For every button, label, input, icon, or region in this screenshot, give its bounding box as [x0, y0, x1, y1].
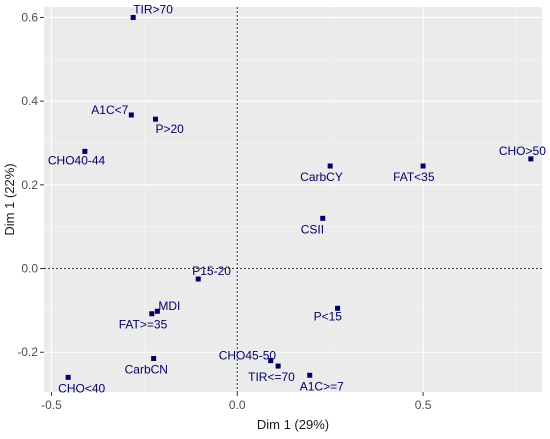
reference-lines [44, 7, 542, 392]
data-point-marker [65, 374, 71, 380]
data-point-label: CHO40-44 [48, 153, 106, 167]
y-tick-label: -0.2 [17, 345, 38, 359]
y-axis-ticks: -0.2 0.0 0.2 0.4 0.6 [17, 10, 44, 359]
x-tick-label: 0.5 [415, 398, 432, 412]
x-axis-title: Dim 1 (29%) [257, 417, 329, 432]
data-point-label: CSII [301, 222, 324, 236]
data-point-label: CHO<40 [58, 381, 105, 395]
data-point-marker [82, 148, 88, 154]
data-point-label: P<15 [314, 309, 343, 323]
data-point-marker [130, 14, 136, 20]
data-point-marker [149, 311, 155, 317]
data-point-label: CHO>50 [499, 144, 546, 158]
data-point-label: TIR<=70 [248, 370, 295, 384]
data-point-marker [128, 112, 134, 118]
data-point-marker [268, 358, 274, 364]
data-point-label: TIR>70 [133, 2, 173, 16]
y-tick-label: 0.0 [21, 262, 38, 276]
data-point-label: FAT>=35 [119, 318, 168, 332]
x-tick-label: -0.5 [41, 398, 62, 412]
data-point-marker [528, 156, 534, 162]
data-point-label: CarbCN [125, 363, 168, 377]
y-axis-title: Dim 1 (22%) [2, 163, 17, 235]
data-point-marker [195, 276, 201, 282]
data-point-marker [320, 215, 326, 221]
y-tick-label: 0.2 [21, 178, 38, 192]
data-point-label: FAT<35 [393, 170, 435, 184]
data-points: TIR>70 A1C<7 P>20 CHO40-44 CarbCY FAT<35 CHO>5… [48, 2, 546, 395]
data-point-marker [335, 305, 341, 311]
data-point-label: CHO45-50 [219, 349, 277, 363]
data-point-marker [151, 356, 157, 362]
data-point-marker [154, 308, 160, 314]
y-tick-label: 0.6 [21, 10, 38, 24]
data-point-marker [275, 363, 281, 369]
data-point-marker [420, 163, 426, 169]
data-point-label: P15-20 [192, 264, 231, 278]
data-point-marker [152, 116, 158, 122]
data-point-label: A1C>=7 [300, 379, 344, 393]
data-point-label: MDI [158, 299, 180, 313]
data-point-label: P>20 [155, 122, 184, 136]
data-point-label: CarbCY [300, 170, 343, 184]
data-point-label: A1C<7 [91, 103, 128, 117]
minor-gridlines [44, 7, 542, 392]
x-tick-label: 0.0 [229, 398, 246, 412]
plot-panel [44, 7, 542, 392]
major-gridlines [44, 7, 542, 392]
data-point-marker [327, 163, 333, 169]
x-axis-ticks: -0.5 0.0 0.5 [41, 392, 432, 412]
y-tick-label: 0.4 [21, 94, 38, 108]
data-point-marker [307, 372, 313, 378]
